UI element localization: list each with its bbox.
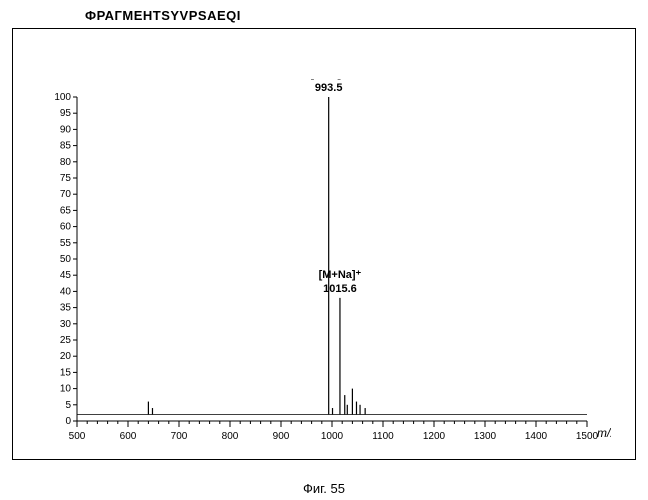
svg-text:30: 30 bbox=[60, 319, 72, 330]
svg-text:1100: 1100 bbox=[372, 431, 394, 442]
svg-text:70: 70 bbox=[60, 189, 72, 200]
svg-text:90: 90 bbox=[60, 124, 72, 135]
svg-text:0: 0 bbox=[65, 416, 71, 427]
svg-text:65: 65 bbox=[60, 205, 72, 216]
svg-text:800: 800 bbox=[222, 431, 239, 442]
svg-text:993.5: 993.5 bbox=[315, 82, 343, 94]
svg-text:45: 45 bbox=[60, 270, 72, 281]
svg-text:50: 50 bbox=[60, 254, 72, 265]
svg-text:5: 5 bbox=[65, 400, 71, 411]
svg-text:1400: 1400 bbox=[525, 431, 548, 442]
figure-caption: Фиг. 55 bbox=[0, 481, 648, 496]
svg-text:35: 35 bbox=[60, 303, 72, 314]
svg-text:700: 700 bbox=[171, 431, 188, 442]
svg-text:60: 60 bbox=[60, 222, 72, 233]
svg-text:25: 25 bbox=[60, 335, 72, 346]
plot-container: 0 5 10 15 20 25 30 35 40 45 50 55 60 65 70 75 80 85 90 95 10… bbox=[53, 79, 611, 459]
svg-text:40: 40 bbox=[60, 286, 72, 297]
svg-text:10: 10 bbox=[60, 384, 72, 395]
svg-text:1500: 1500 bbox=[576, 431, 599, 442]
svg-text:55: 55 bbox=[60, 238, 72, 249]
title-prefix: ФРАГМЕНТ bbox=[85, 8, 161, 23]
svg-text:1200: 1200 bbox=[423, 431, 446, 442]
svg-text:75: 75 bbox=[60, 173, 72, 184]
svg-text:1015.6: 1015.6 bbox=[323, 283, 357, 295]
svg-text:[M+H]⁺: [M+H]⁺ bbox=[310, 79, 347, 80]
mass-spectrum-chart: 0 5 10 15 20 25 30 35 40 45 50 55 60 65 70 75 80 85 90 95 10… bbox=[53, 79, 611, 459]
svg-text:m/z: m/z bbox=[597, 426, 611, 440]
svg-text:80: 80 bbox=[60, 157, 72, 168]
svg-text:1000: 1000 bbox=[321, 431, 344, 442]
svg-text:600: 600 bbox=[120, 431, 137, 442]
fragment-title: ФРАГМЕНТSYVPSAEQI bbox=[85, 8, 241, 23]
svg-text:15: 15 bbox=[60, 367, 72, 378]
svg-text:85: 85 bbox=[60, 141, 72, 152]
svg-text:100: 100 bbox=[54, 92, 71, 103]
svg-text:500: 500 bbox=[69, 431, 86, 442]
svg-text:900: 900 bbox=[273, 431, 290, 442]
svg-text:1300: 1300 bbox=[474, 431, 497, 442]
title-sequence: SYVPSAEQI bbox=[161, 8, 241, 23]
chart-frame: 0 5 10 15 20 25 30 35 40 45 50 55 60 65 70 75 80 85 90 95 10… bbox=[12, 28, 636, 460]
svg-text:20: 20 bbox=[60, 351, 72, 362]
svg-text:95: 95 bbox=[60, 108, 72, 119]
svg-text:[M+Na]⁺: [M+Na]⁺ bbox=[319, 269, 362, 281]
